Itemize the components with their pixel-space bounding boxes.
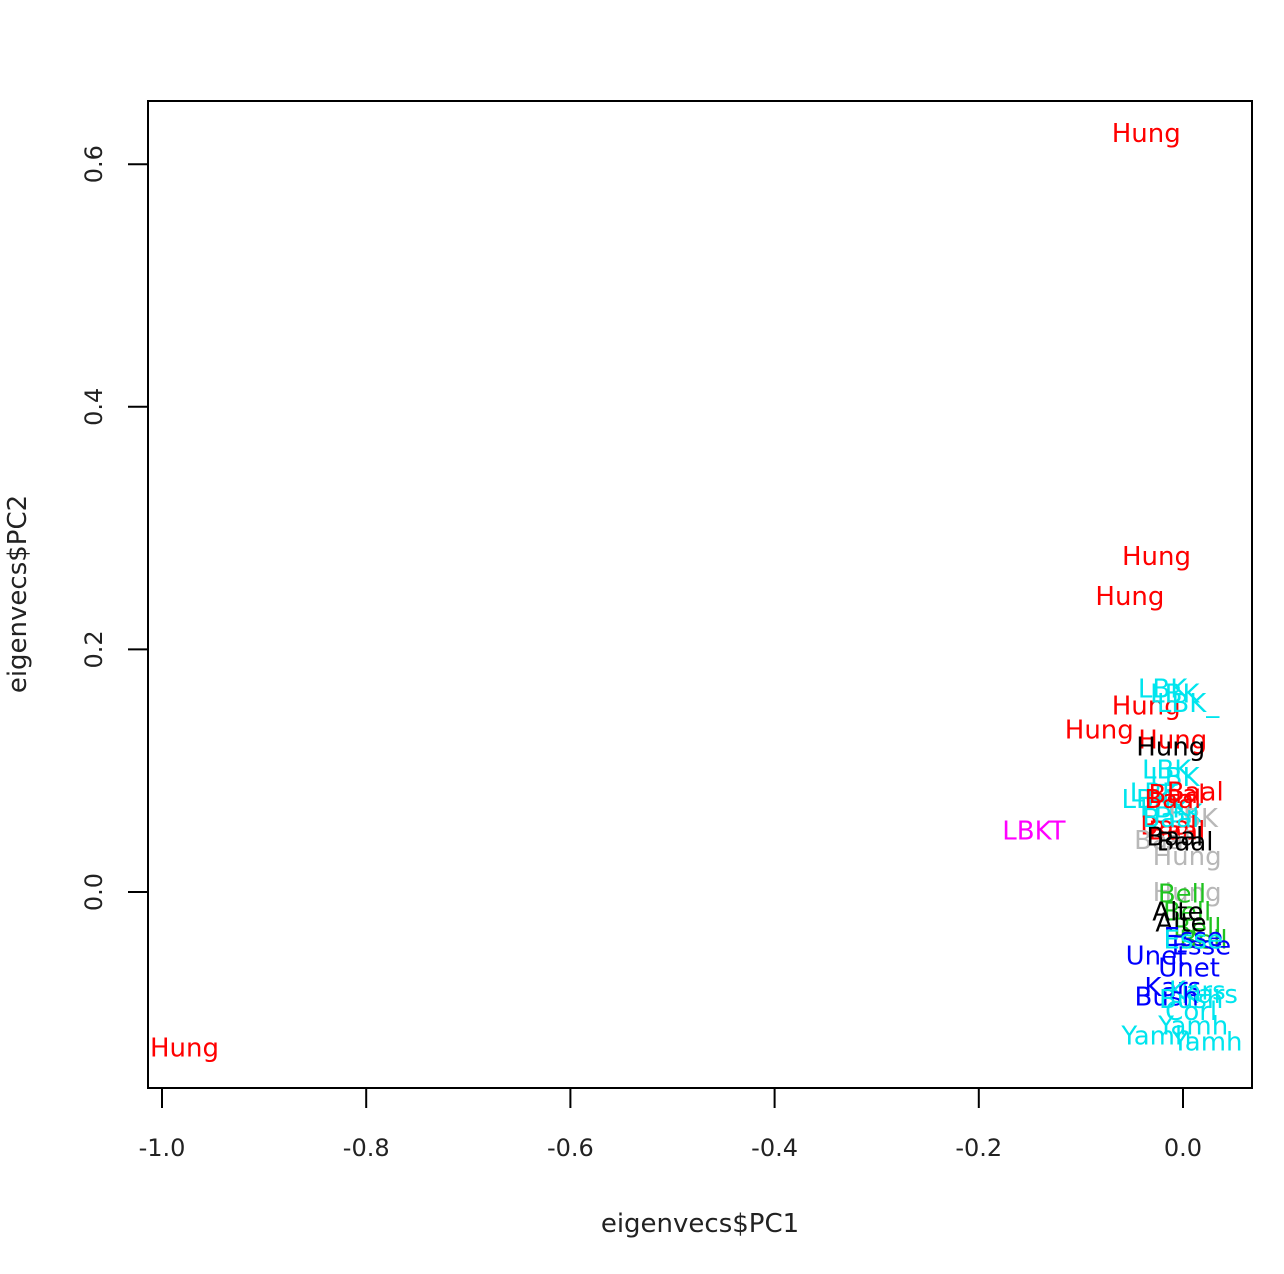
- point-label: Baal: [1146, 822, 1203, 852]
- y-tick-label: 0.4: [80, 388, 108, 426]
- point-label: Bush: [1134, 983, 1198, 1013]
- point-label: Alte: [1155, 909, 1206, 939]
- point-label: Alte: [1152, 898, 1203, 928]
- plot-area-frame: [147, 100, 1253, 1089]
- point-label: Kars: [1181, 980, 1238, 1010]
- point-label: LBK: [1153, 799, 1203, 829]
- point-label: Baal: [1167, 778, 1224, 808]
- point-label: Unet: [1126, 941, 1188, 971]
- point-label: Corl: [1165, 997, 1217, 1027]
- point-label: Baal: [1148, 780, 1205, 810]
- point-label: Baal: [1134, 826, 1191, 856]
- point-label: LBK: [1142, 756, 1192, 786]
- point-label: Bell: [1173, 913, 1221, 943]
- x-tick-label: -0.8: [343, 1134, 390, 1162]
- x-axis-title: eigenvecs$PC1: [601, 1209, 799, 1239]
- point-label: LBK: [1138, 674, 1188, 704]
- point-label: Hung: [1112, 691, 1181, 721]
- point-label: LBKT: [1002, 816, 1065, 846]
- point-label: Hung: [1095, 582, 1164, 612]
- point-label: Baal: [1140, 811, 1197, 841]
- point-label: Hung: [1112, 119, 1181, 149]
- point-label: Bell: [1179, 926, 1227, 956]
- point-label: Esse: [1172, 932, 1232, 962]
- point-label: Yamh: [1157, 1012, 1228, 1042]
- point-label: Esse: [1163, 926, 1223, 956]
- point-label: Hung: [1122, 542, 1191, 572]
- point-label: Baal: [1142, 804, 1199, 834]
- point-label: Hung: [1138, 725, 1207, 755]
- point-label: LBK: [1122, 785, 1172, 815]
- point-label: Hung: [1153, 842, 1222, 872]
- point-label: LBK: [1150, 763, 1200, 793]
- point-label: Baal: [1144, 785, 1201, 815]
- y-tick-label: 0.6: [80, 145, 108, 183]
- point-label: Yamh: [1120, 1021, 1191, 1051]
- point-label: Kars: [1169, 976, 1226, 1006]
- x-tick-label: -0.2: [955, 1134, 1002, 1162]
- x-tick-label: -0.4: [751, 1134, 798, 1162]
- point-label: Kars: [1144, 973, 1201, 1003]
- point-label: Bell: [1163, 898, 1211, 928]
- point-label: LBK: [1169, 804, 1219, 834]
- x-tick-label: -1.0: [139, 1134, 186, 1162]
- point-label: Bush: [1159, 985, 1223, 1015]
- point-label: Bell: [1158, 879, 1206, 909]
- point-label: LBK_: [1157, 689, 1220, 719]
- point-label: Baal: [1148, 816, 1205, 846]
- y-axis-title: eigenvecs$PC2: [3, 495, 33, 693]
- point-label: Hung: [1065, 716, 1134, 746]
- point-label: Hung: [1153, 878, 1222, 908]
- point-label: LBK: [1150, 679, 1200, 709]
- y-tick-label: 0.0: [80, 873, 108, 911]
- y-axis: 0.0 0.2 0.4 0.6: [80, 145, 149, 911]
- point-label: Yamh: [1171, 1027, 1242, 1057]
- point-label: Unet: [1158, 953, 1220, 983]
- point-label: Hung: [150, 1033, 219, 1063]
- point-label: LBK: [1130, 779, 1180, 809]
- point-label: Hung: [1136, 733, 1205, 763]
- x-tick-label: -0.6: [547, 1134, 594, 1162]
- point-label: LBK: [1140, 795, 1190, 825]
- y-tick-label: 0.2: [80, 630, 108, 668]
- point-label: Esse: [1163, 923, 1223, 953]
- x-axis: -1.0 -0.8 -0.6 -0.4 -0.2 0.0: [139, 1087, 1202, 1162]
- x-tick-label: 0.0: [1164, 1134, 1202, 1162]
- point-label: Baal: [1157, 827, 1214, 857]
